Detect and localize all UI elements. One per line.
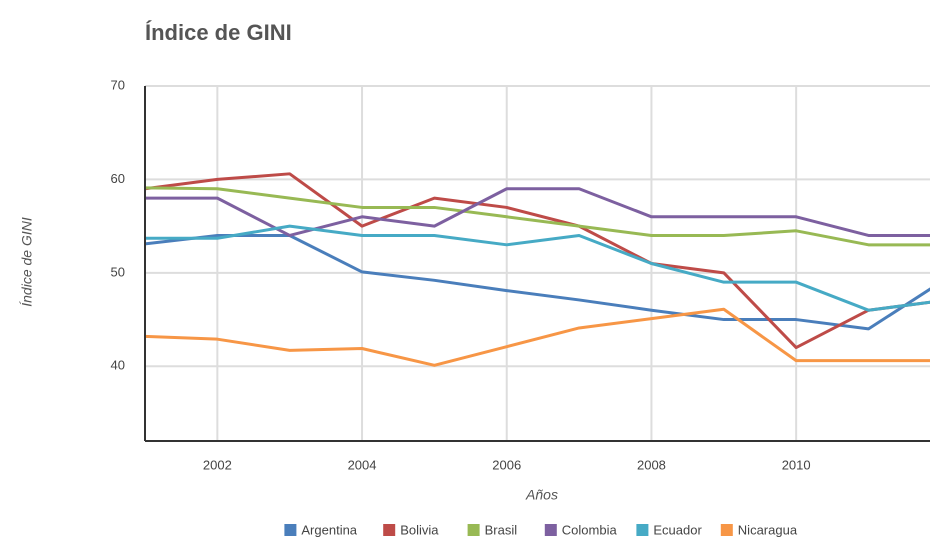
legend-label: Ecuador xyxy=(653,522,702,537)
y-axis-title: Índice de GINI xyxy=(19,217,35,307)
axes: 40 50 60 70 2002 2004 2006 2008 2010 xyxy=(111,77,930,472)
x-tick-label: 2002 xyxy=(203,457,232,472)
chart-title: Índice de GINI xyxy=(145,20,292,45)
legend-swatch xyxy=(720,524,733,536)
x-tick-label: 2006 xyxy=(492,457,521,472)
x-tick-label: 2004 xyxy=(348,457,377,472)
legend-label: Nicaragua xyxy=(738,522,798,537)
y-tick-label: 40 xyxy=(111,358,125,373)
legend: Argentina Bolivia Brasil Colombia Ecuador Nic… xyxy=(284,522,798,537)
legend-swatch xyxy=(284,524,297,536)
grid xyxy=(145,85,930,441)
legend-label: Bolivia xyxy=(400,522,439,537)
series-line xyxy=(145,224,930,312)
plot-lines xyxy=(145,172,930,367)
legend-label: Colombia xyxy=(562,522,618,537)
legend-swatch xyxy=(636,524,649,536)
legend-swatch xyxy=(467,524,480,536)
y-tick-label: 60 xyxy=(111,171,125,186)
series-line xyxy=(145,186,930,247)
legend-label: Brasil xyxy=(485,522,518,537)
x-axis-title: Años xyxy=(525,487,558,503)
series-line xyxy=(145,307,930,367)
x-tick-label: 2010 xyxy=(782,457,811,472)
y-tick-label: 50 xyxy=(111,264,125,279)
series-line xyxy=(145,233,930,331)
legend-swatch xyxy=(383,524,396,536)
x-tick-label: 2008 xyxy=(637,457,666,472)
legend-swatch xyxy=(544,524,557,536)
y-tick-label: 70 xyxy=(111,77,125,92)
legend-label: Argentina xyxy=(301,522,357,537)
series-line xyxy=(145,172,930,350)
